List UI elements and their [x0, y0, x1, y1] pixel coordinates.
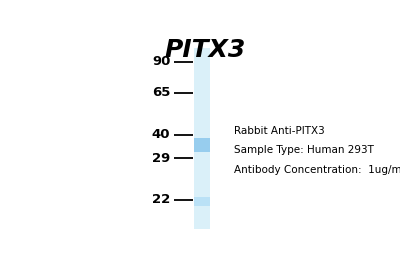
Text: 22: 22 — [152, 193, 170, 206]
Text: Sample Type: Human 293T: Sample Type: Human 293T — [234, 145, 374, 155]
Text: Antibody Concentration:  1ug/mL: Antibody Concentration: 1ug/mL — [234, 165, 400, 175]
Text: 29: 29 — [152, 152, 170, 165]
Bar — [194, 138, 210, 152]
Text: Rabbit Anti-PITX3: Rabbit Anti-PITX3 — [234, 126, 325, 136]
Text: 65: 65 — [152, 86, 170, 99]
Bar — [194, 197, 210, 206]
Text: PITX3: PITX3 — [164, 38, 246, 62]
Text: 40: 40 — [152, 128, 170, 141]
Text: 90: 90 — [152, 55, 170, 68]
Bar — [194, 49, 210, 229]
